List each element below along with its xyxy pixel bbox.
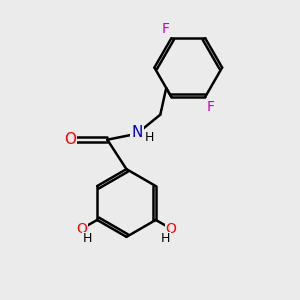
Text: N: N <box>131 125 142 140</box>
Text: H: H <box>144 131 154 144</box>
Text: F: F <box>162 22 170 35</box>
Text: H: H <box>82 232 92 245</box>
Text: O: O <box>64 132 76 147</box>
Text: O: O <box>166 222 176 236</box>
Text: H: H <box>161 232 171 245</box>
Text: O: O <box>76 222 87 236</box>
Text: F: F <box>207 100 215 114</box>
